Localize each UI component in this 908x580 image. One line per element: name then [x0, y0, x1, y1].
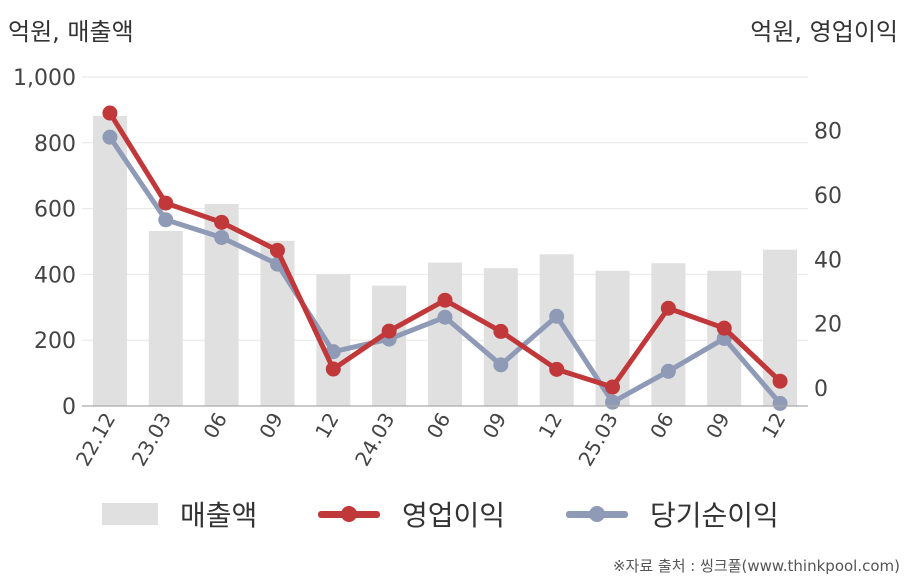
legend-item-sales: 매출액: [102, 492, 257, 536]
point-operating-profit: [269, 242, 285, 258]
legend-swatch-net-income: [566, 503, 628, 525]
point-operating-profit: [605, 379, 621, 395]
point-operating-profit: [437, 292, 453, 308]
bar-sales: [92, 115, 127, 407]
legend: 매출액 영업이익 당기순이익: [0, 492, 908, 536]
category-label: 09: [478, 409, 512, 443]
point-operating-profit: [549, 361, 565, 377]
category-label: 06: [198, 409, 232, 443]
point-net-income: [549, 308, 565, 324]
right-tick-label: 80: [814, 120, 842, 145]
legend-swatch-sales: [102, 503, 158, 525]
left-tick-label: 600: [34, 198, 76, 223]
point-operating-profit: [102, 105, 118, 121]
point-operating-profit: [214, 214, 230, 230]
point-operating-profit: [381, 323, 397, 339]
right-axis-unit: 억원, 영업이익: [750, 18, 898, 46]
point-operating-profit: [716, 320, 732, 336]
point-net-income: [772, 395, 788, 411]
left-axis-unit: 억원, 매출액: [8, 18, 134, 46]
category-label: 09: [254, 409, 288, 443]
category-label: 24.03: [350, 409, 399, 471]
legend-item-net-income: 당기순이익: [566, 492, 779, 536]
legend-swatch-operating-profit: [318, 503, 380, 525]
legend-label-operating-profit: 영업이익: [402, 499, 506, 532]
left-tick-label: 1,000: [13, 66, 76, 91]
category-label: 25.03: [573, 409, 622, 471]
right-tick-label: 20: [814, 313, 842, 338]
point-operating-profit: [158, 195, 174, 211]
right-tick-label: 60: [814, 184, 842, 209]
point-operating-profit: [325, 361, 341, 377]
point-operating-profit: [493, 323, 509, 339]
left-tick-label: 800: [34, 132, 76, 157]
point-net-income: [437, 309, 453, 325]
right-tick-label: 0: [814, 377, 828, 402]
bar-sales: [651, 263, 686, 406]
point-net-income: [493, 357, 509, 373]
legend-label-net-income: 당기순이익: [650, 499, 779, 532]
point-operating-profit: [660, 300, 676, 316]
source-note: ※자료 출처 : 씽크풀(www.thinkpool.com): [612, 557, 900, 575]
left-tick-label: 0: [62, 395, 76, 420]
point-operating-profit: [772, 373, 788, 389]
category-label: 06: [422, 409, 456, 443]
category-label: 23.03: [127, 409, 176, 471]
category-label: 12: [757, 409, 791, 443]
bar-sales: [148, 230, 183, 406]
point-net-income: [214, 229, 230, 245]
left-tick-label: 200: [34, 329, 76, 354]
chart-canvas: 0 200 400 600 800 1,000 0 20 40 60 80 22.12 23.03 06 0…: [13, 66, 842, 471]
category-label: 12: [534, 409, 568, 443]
bar-sales: [428, 262, 462, 406]
point-net-income: [660, 363, 676, 379]
left-tick-label: 400: [34, 263, 76, 288]
legend-item-operating-profit: 영업이익: [318, 492, 505, 536]
point-net-income: [102, 129, 118, 145]
right-tick-label: 40: [814, 248, 842, 273]
category-label: 12: [310, 409, 344, 443]
legend-label-sales: 매출액: [180, 499, 258, 532]
point-net-income: [158, 212, 174, 228]
category-label: 06: [645, 409, 679, 443]
category-label: 22.12: [71, 409, 120, 471]
point-net-income: [605, 394, 621, 410]
category-label: 09: [701, 409, 735, 443]
